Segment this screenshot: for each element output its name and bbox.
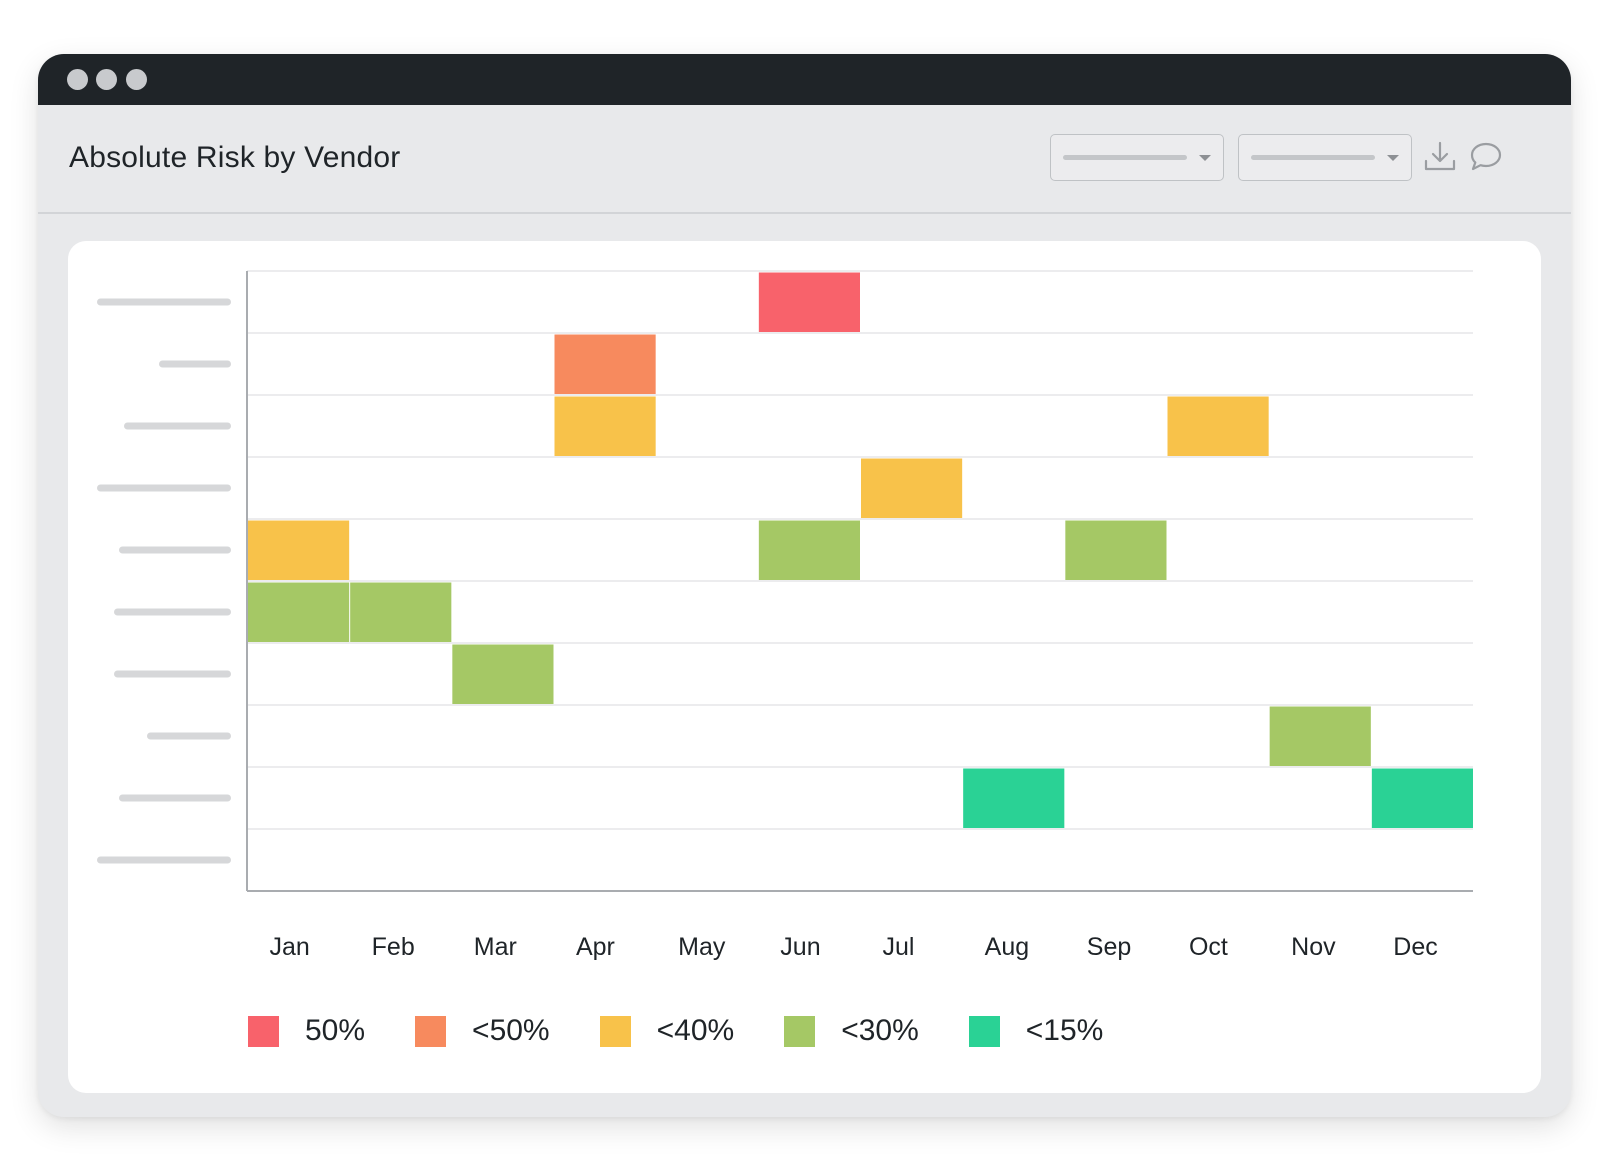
y-axis-label-placeholder — [124, 422, 231, 430]
legend-swatch — [415, 1015, 447, 1047]
y-axis-label-placeholder — [97, 484, 231, 492]
legend-label: <30% — [841, 1014, 919, 1047]
y-axis-label-placeholder — [147, 732, 231, 740]
legend-item[interactable]: <40% — [599, 1014, 735, 1048]
heatmap-cell[interactable] — [554, 334, 656, 395]
x-tick-label: Feb — [372, 933, 415, 961]
legend-swatch — [599, 1015, 631, 1047]
y-axis-label-placeholder — [97, 298, 231, 306]
title-bar — [38, 54, 1571, 105]
heatmap-cell[interactable] — [758, 272, 860, 333]
page-title: Absolute Risk by Vendor — [69, 141, 401, 174]
x-tick-label: Mar — [474, 933, 517, 961]
chevron-down-icon — [1387, 155, 1399, 161]
x-tick-label: Dec — [1393, 933, 1437, 961]
legend-item[interactable]: <30% — [784, 1014, 919, 1048]
legend-swatch — [784, 1015, 816, 1047]
chevron-down-icon — [1199, 155, 1211, 161]
legend-swatch — [248, 1015, 279, 1047]
chart-card: Jan Feb Mar Apr May Jun Jul Aug Sep Oct Nov Dec 50%… — [68, 241, 1541, 1093]
heatmap-cell[interactable] — [452, 644, 554, 705]
heatmap-chart: Jan Feb Mar Apr May Jun Jul Aug Sep Oct Nov Dec — [97, 270, 1473, 961]
toolbar: Absolute Risk by Vendor — [38, 105, 1571, 214]
dropdown-placeholder-bar — [1251, 155, 1375, 160]
y-axis-label-placeholder — [119, 546, 231, 554]
heatmap-cell[interactable] — [1269, 706, 1371, 767]
legend-item[interactable]: <15% — [968, 1014, 1104, 1048]
legend-label: <15% — [1025, 1014, 1104, 1047]
legend-label: 50% — [305, 1014, 366, 1047]
legend-label: <40% — [656, 1014, 735, 1047]
filter-dropdown-2[interactable] — [1238, 134, 1412, 181]
window-dot-maximize[interactable] — [126, 69, 147, 90]
y-axis-label-placeholder — [119, 794, 231, 802]
app-window: Absolute Risk by Vendor Jan Feb Mar Apr May J… — [38, 54, 1571, 1117]
heatmap-cell[interactable] — [1167, 396, 1269, 457]
download-icon[interactable] — [1422, 139, 1458, 175]
heatmap-cell[interactable] — [248, 520, 350, 581]
heatmap-cell[interactable] — [758, 520, 860, 581]
legend: 50% <50% <40% <30% <15% — [248, 1011, 1153, 1051]
heatmap-cell[interactable] — [554, 396, 656, 457]
dropdown-placeholder-bar — [1063, 155, 1187, 160]
heatmap-cell[interactable] — [350, 582, 452, 643]
window-dot-minimize[interactable] — [96, 69, 117, 90]
heatmap-cell[interactable] — [1371, 768, 1473, 829]
heatmap-cell[interactable] — [1065, 520, 1167, 581]
window-dot-close[interactable] — [67, 69, 88, 90]
x-tick-label: Apr — [576, 933, 615, 961]
x-tick-label: Nov — [1291, 933, 1336, 961]
x-tick-label: Jun — [780, 933, 820, 961]
y-axis-label-placeholder — [114, 670, 231, 678]
x-tick-label: May — [678, 933, 726, 961]
legend-swatch — [968, 1015, 1000, 1047]
y-axis-label-placeholder — [97, 856, 231, 864]
filter-dropdown-1[interactable] — [1050, 134, 1224, 181]
x-tick-label: Jul — [882, 933, 914, 961]
heatmap-cell[interactable] — [248, 582, 350, 643]
x-tick-label: Sep — [1087, 933, 1131, 961]
comment-icon[interactable] — [1468, 139, 1504, 175]
x-tick-label: Oct — [1189, 933, 1228, 961]
x-tick-label: Jan — [269, 933, 309, 961]
heatmap-cell[interactable] — [861, 458, 963, 519]
y-axis-label-placeholder — [159, 360, 231, 368]
heatmap-cell[interactable] — [963, 768, 1065, 829]
x-tick-label: Aug — [985, 933, 1029, 961]
legend-item[interactable]: 50% — [248, 1014, 365, 1048]
legend-label: <50% — [472, 1014, 550, 1047]
legend-item[interactable]: <50% — [415, 1014, 550, 1048]
y-axis-label-placeholder — [114, 608, 231, 616]
